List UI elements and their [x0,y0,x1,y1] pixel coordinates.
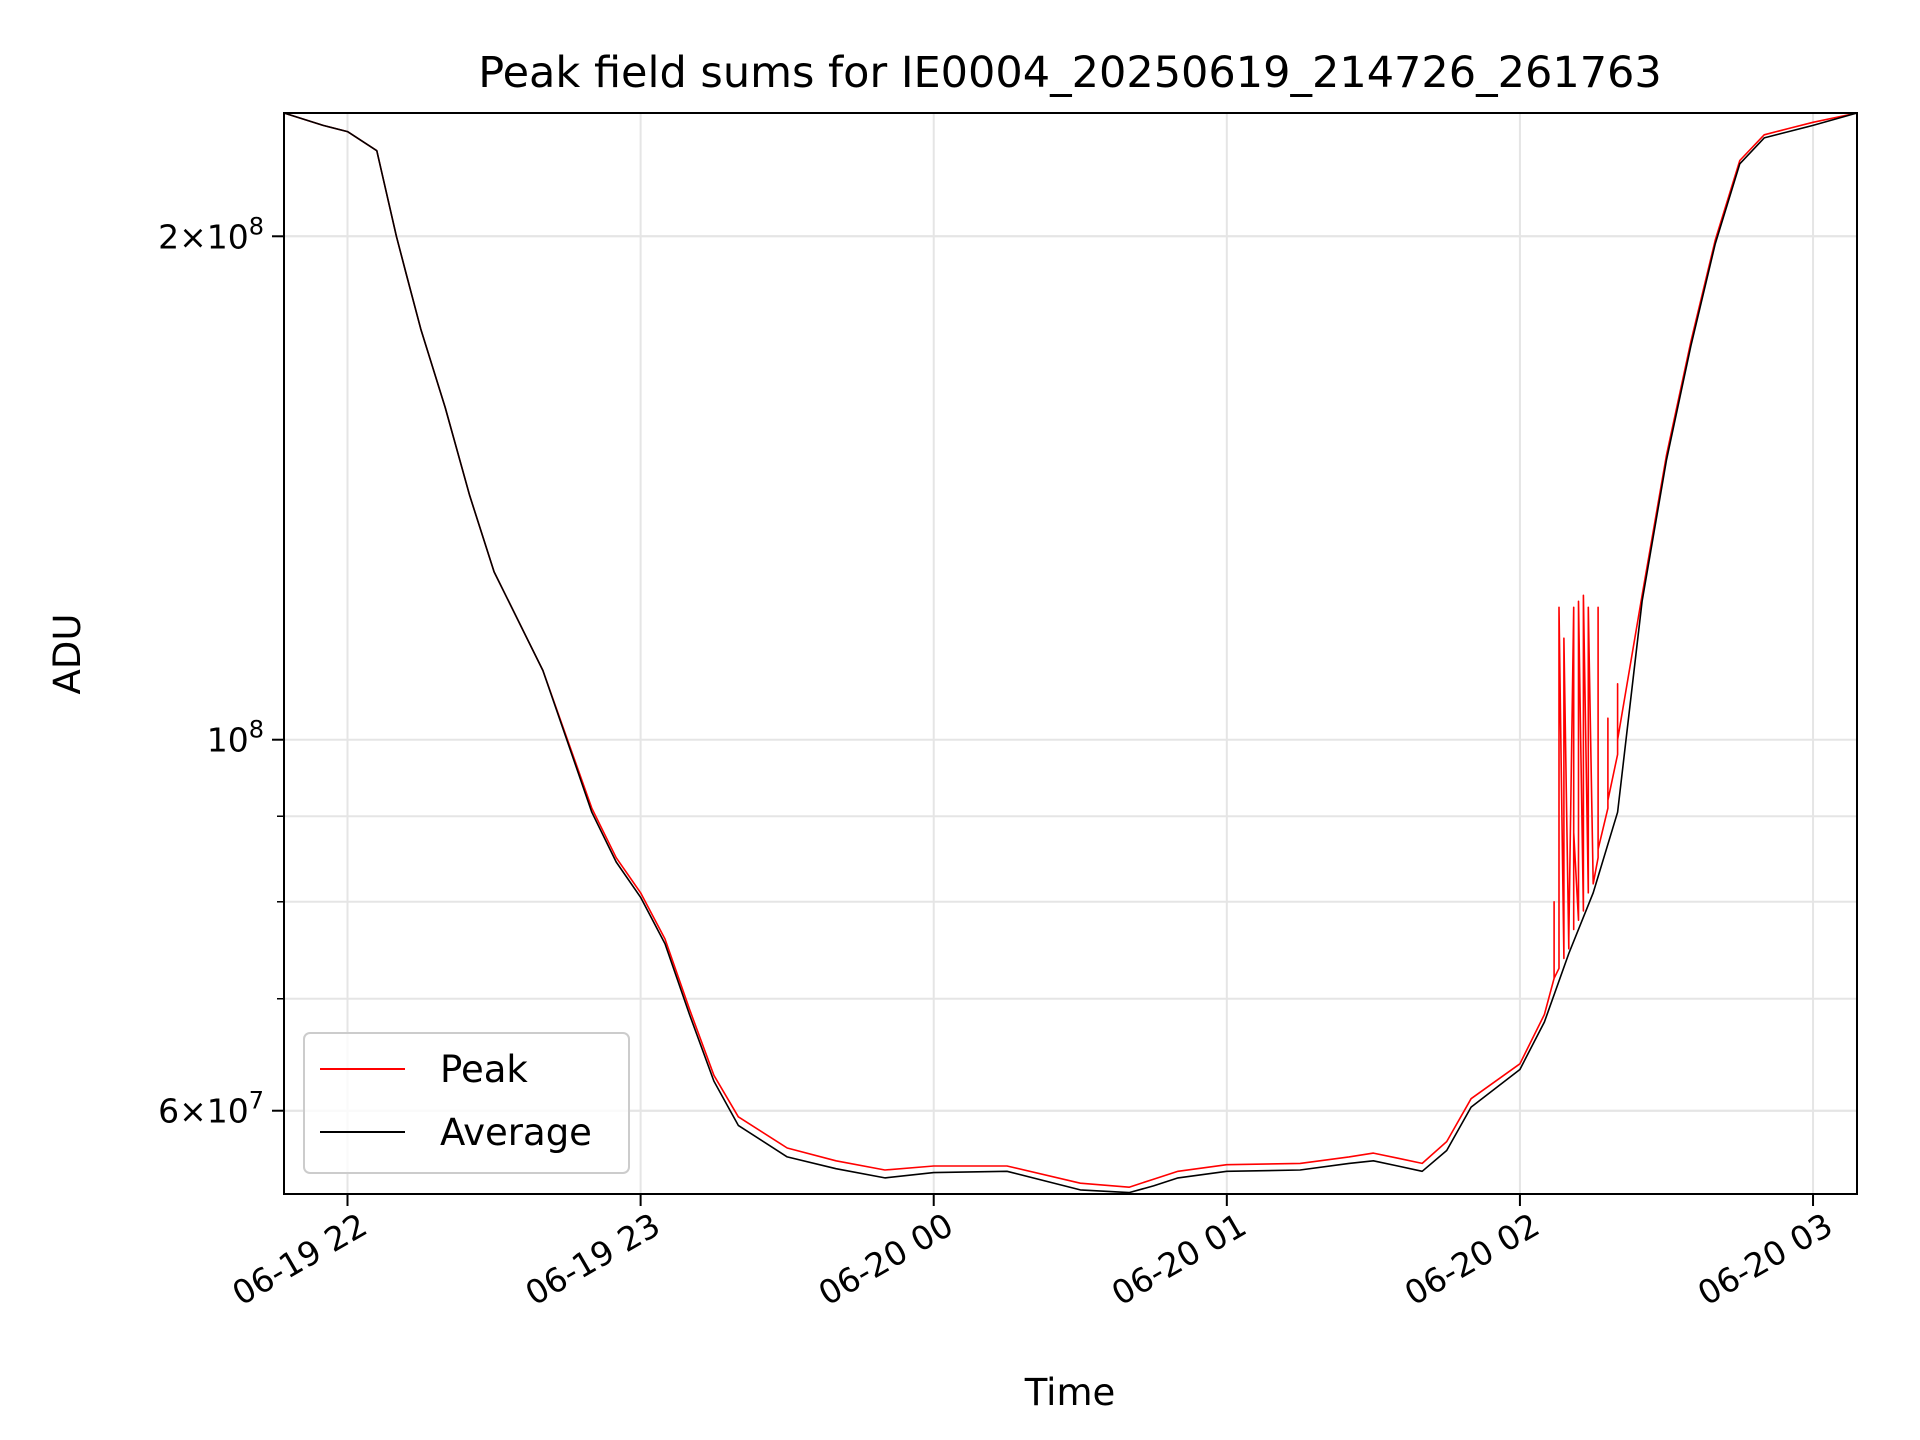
y-axis-label: ADU [46,614,89,695]
x-axis-label: Time [1024,1371,1116,1414]
chart-title: Peak field sums for IE0004_20250619_2147… [478,48,1662,98]
legend: Peak Average [303,1032,630,1174]
legend-label-peak: Peak [440,1048,528,1091]
y-tick-label: 6×107 [158,1087,264,1131]
axes-frame [283,112,1858,1195]
legend-label-average: Average [440,1111,592,1154]
plot-area [283,112,1858,1194]
grid [284,113,1857,1194]
series-line-peak [283,112,1858,1188]
series-line-average [283,112,1858,1194]
y-tick-label: 108 [207,716,264,760]
y-tick-label: 2×108 [158,212,264,256]
y-ticks: 108 2×108 6×107 [158,212,284,1131]
